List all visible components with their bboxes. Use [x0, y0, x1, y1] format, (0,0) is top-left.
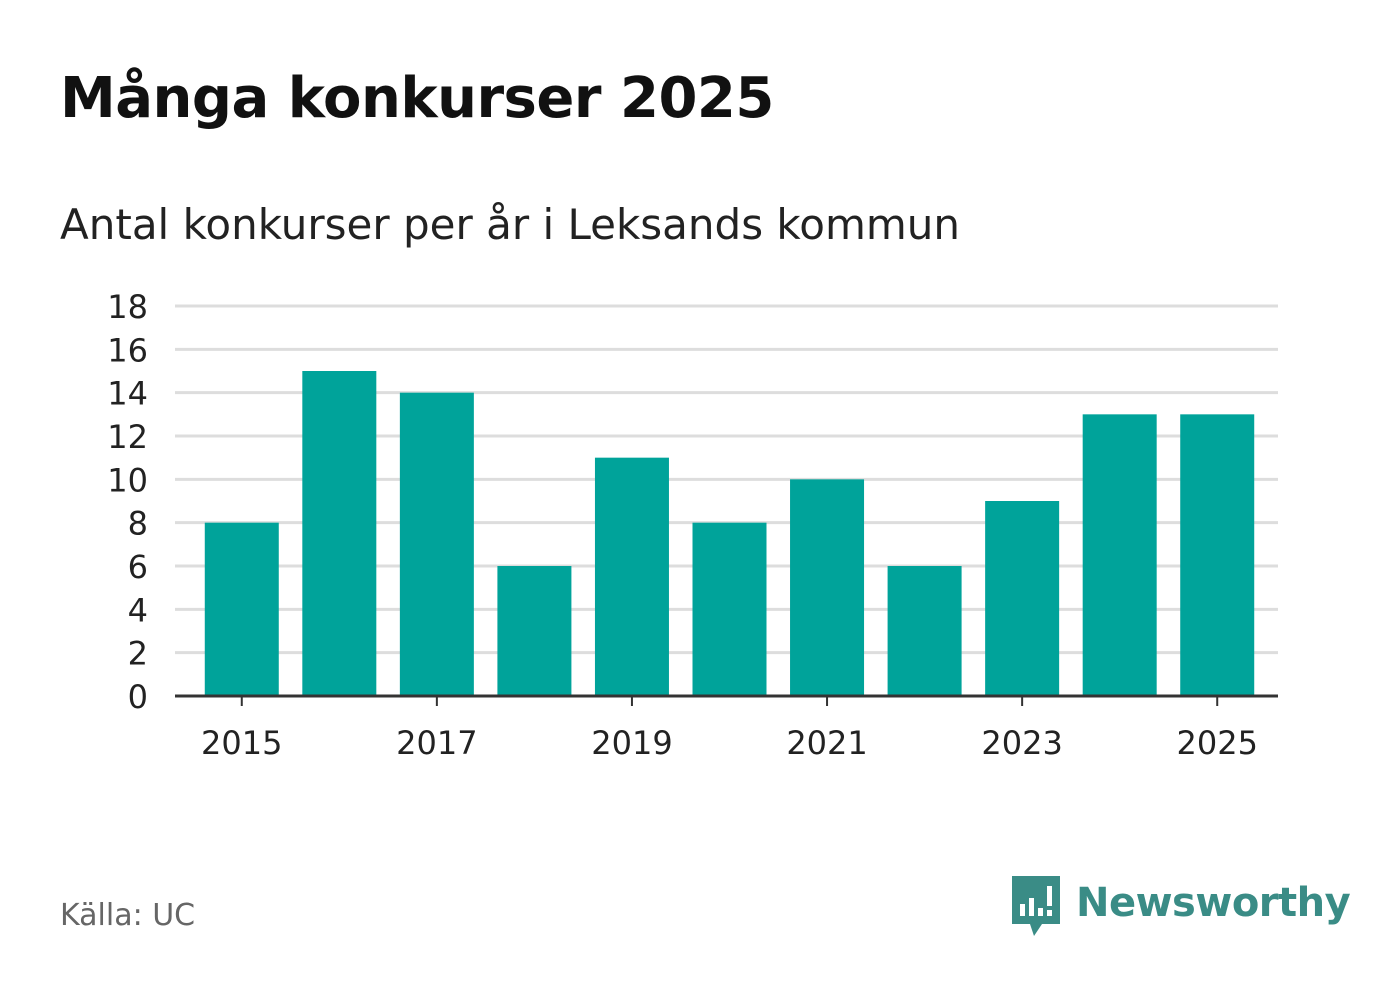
- y-tick-label: 0: [128, 678, 148, 716]
- bar-2015: [204, 522, 279, 696]
- bars: [204, 371, 1255, 696]
- bar-2023: [985, 501, 1060, 696]
- bar-2017: [399, 392, 474, 696]
- source-note: Källa: UC: [60, 898, 196, 933]
- x-tick-label: 2019: [591, 724, 672, 762]
- brand-logo: Newsworthy: [1010, 874, 1351, 940]
- bar-2022: [887, 566, 962, 696]
- newsworthy-logo-icon: [1012, 876, 1060, 936]
- x-tick-label: 2017: [396, 724, 477, 762]
- bar-2021: [790, 479, 865, 696]
- y-tick-label: 16: [107, 331, 148, 369]
- brand-name: Newsworthy: [1076, 880, 1351, 926]
- chart-subtitle: Antal konkurser per år i Leksands kommun: [60, 200, 961, 249]
- bar-2020: [692, 522, 767, 696]
- chart-title: Många konkurser 2025: [60, 66, 774, 131]
- y-tick-label: 4: [128, 591, 148, 629]
- axes: [175, 694, 1278, 706]
- bar-2019: [594, 457, 669, 696]
- x-tick-label: 2023: [981, 724, 1062, 762]
- y-tick-label: 14: [107, 375, 148, 413]
- y-tick-label: 10: [107, 461, 148, 499]
- bar-2018: [497, 566, 572, 696]
- bar-2025: [1180, 414, 1255, 696]
- y-tick-label: 6: [128, 548, 148, 586]
- bar-2016: [302, 371, 377, 696]
- y-tick-label: 8: [128, 505, 148, 543]
- y-tick-label: 18: [107, 288, 148, 326]
- x-tick-label: 2025: [1177, 724, 1258, 762]
- y-tick-label: 12: [107, 418, 148, 456]
- x-tick-label: 2021: [786, 724, 867, 762]
- x-tick-label: 2015: [201, 724, 282, 762]
- y-tick-label: 2: [128, 635, 148, 673]
- tick-labels: 0 2 4 6 8 10 12 14 16 18 2015 2017 2019 2021 2023 2025: [107, 288, 1258, 762]
- bar-2024: [1082, 414, 1157, 696]
